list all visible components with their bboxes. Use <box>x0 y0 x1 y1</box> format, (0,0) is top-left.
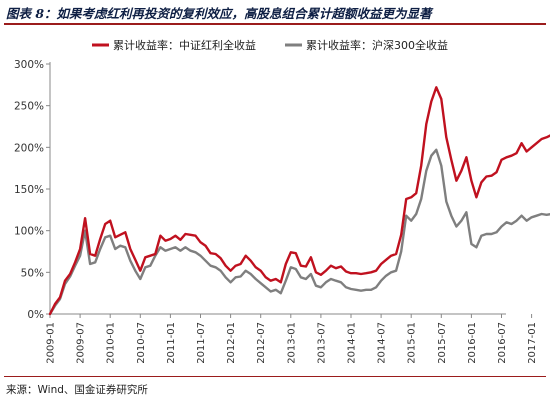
source-rule <box>4 376 546 377</box>
x-tick-label: 2017-01 <box>527 322 538 364</box>
figure-title: 图表 8：如果考虑红利再投资的复利效应，高股息组合累计超额收益更为显著 <box>6 6 432 21</box>
chart-axes: 0% 50% 100% 150% 200% 250% 300% 2009-01 2009-07 2… <box>14 59 538 364</box>
y-tick-label: 100% <box>14 226 44 238</box>
chart-legend: 累计收益率：中证红利全收益 累计收益率：沪深300全收益 <box>92 38 448 52</box>
x-tick-label: 2010-07 <box>136 322 147 364</box>
x-tick-label: 2015-01 <box>407 322 418 364</box>
x-tick-label: 2011-07 <box>196 322 207 364</box>
series-line-dividend-index <box>48 86 550 316</box>
legend-label: 累计收益率：沪深300全收益 <box>306 38 448 52</box>
x-tick-label: 2009-07 <box>76 322 87 364</box>
line-chart: 0% 50% 100% 150% 200% 250% 300% 2009-01 2009-07 2… <box>14 38 550 364</box>
x-tick-label: 2016-07 <box>497 322 508 364</box>
x-tick-label: 2009-01 <box>46 322 57 364</box>
y-tick-label: 300% <box>14 59 44 71</box>
series-line-hs300 <box>48 148 550 316</box>
x-tick-label: 2010-01 <box>106 322 117 364</box>
y-tick-label: 50% <box>21 267 44 279</box>
legend-item-hs300: 累计收益率：沪深300全收益 <box>285 38 448 52</box>
y-tick-label: 250% <box>14 101 44 113</box>
legend-label: 累计收益率：中证红利全收益 <box>113 38 256 52</box>
x-tick-label: 2013-07 <box>316 322 327 364</box>
x-tick-label: 2014-01 <box>347 322 358 364</box>
title-rule <box>4 23 546 25</box>
x-tick-label: 2013-01 <box>286 322 297 364</box>
x-tick-label: 2011-01 <box>166 322 177 364</box>
x-tick-label: 2015-07 <box>437 322 448 364</box>
source-note: 来源：Wind、国金证券研究所 <box>6 384 148 396</box>
x-tick-label: 2014-07 <box>377 322 388 364</box>
legend-item-dividend-index: 累计收益率：中证红利全收益 <box>92 38 256 52</box>
x-tick-label: 2016-01 <box>467 322 478 364</box>
chart-series-lines <box>48 86 550 316</box>
y-tick-label: 150% <box>14 184 44 196</box>
y-tick-label: 0% <box>27 309 44 321</box>
y-tick-label: 200% <box>14 142 44 154</box>
x-tick-label: 2012-07 <box>256 322 267 364</box>
x-tick-label: 2012-01 <box>226 322 237 364</box>
